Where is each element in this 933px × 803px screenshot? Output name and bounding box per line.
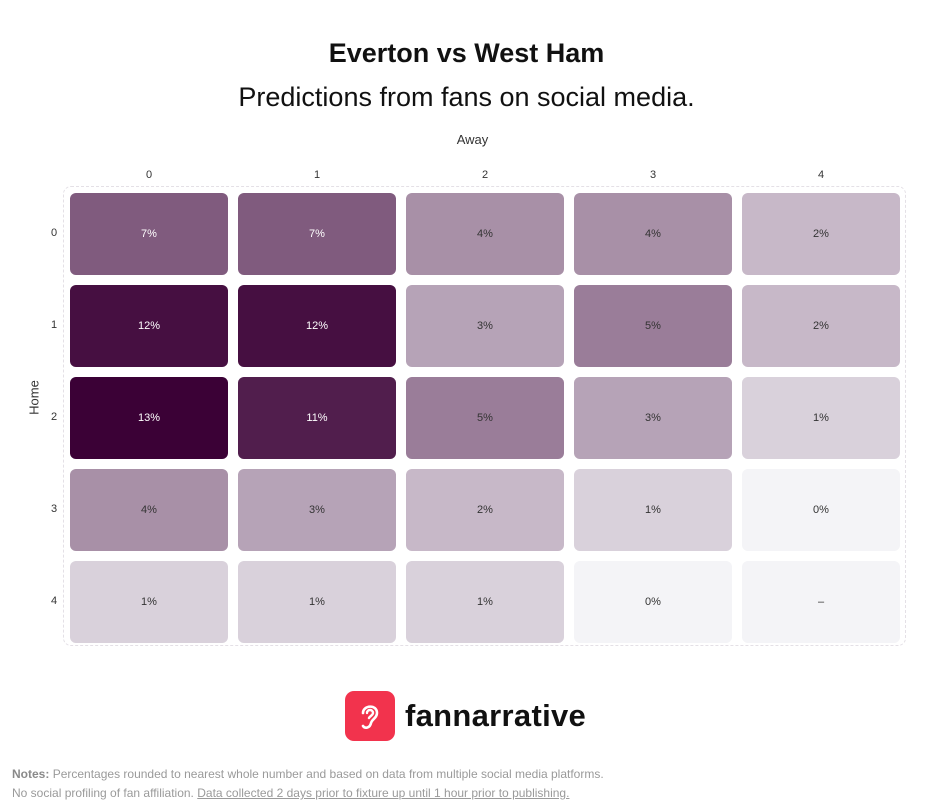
heatmap-cell: 4%	[406, 193, 564, 275]
heatmap-cell: 1%	[742, 377, 900, 459]
heatmap-cell: 2%	[742, 193, 900, 275]
cell-value-label: 1%	[309, 596, 325, 608]
notes-line2: No social profiling of fan affiliation.	[12, 786, 194, 800]
cell-value-label: 13%	[137, 412, 161, 424]
cell-value-label: 3%	[309, 504, 325, 516]
cell-value-label: 2%	[813, 228, 829, 240]
chart-title: Everton vs West Ham	[328, 38, 605, 68]
cell-value-label: 3%	[477, 320, 493, 332]
brand-logo: fannarrative	[345, 690, 586, 742]
heatmap-cell: 3%	[406, 285, 564, 367]
heatmap-cell: 7%	[70, 193, 228, 275]
chart-subtitle: Predictions from fans on social media.	[238, 82, 695, 112]
heatmap-cell: 0%	[574, 561, 732, 643]
y-tick-label: 3	[50, 503, 58, 515]
cell-value-label: 2%	[477, 504, 493, 516]
cell-value-label: 4%	[141, 504, 157, 516]
cell-value-label: 0%	[813, 504, 829, 516]
heatmap-frame	[63, 186, 906, 646]
heatmap-cell: 3%	[574, 377, 732, 459]
heatmap-cell: 12%	[70, 285, 228, 367]
notes-line1: Percentages rounded to nearest whole num…	[52, 767, 604, 781]
brand-name: fannarrative	[405, 698, 587, 733]
cell-value-label: 2%	[813, 320, 829, 332]
heatmap-cell: 13%	[70, 377, 228, 459]
cell-value-label: 4%	[477, 228, 493, 240]
notes: Notes: Percentages rounded to nearest wh…	[12, 765, 604, 803]
y-tick-label: 1	[50, 319, 58, 331]
cell-value-label: 1%	[645, 504, 661, 516]
x-tick-label: 0	[145, 169, 153, 181]
cell-value-label: –	[817, 596, 825, 608]
cell-value-label: 1%	[141, 596, 157, 608]
heatmap-cell: 2%	[742, 285, 900, 367]
heatmap-cell: 5%	[406, 377, 564, 459]
cell-value-label: 12%	[305, 320, 329, 332]
heatmap-cell: 2%	[406, 469, 564, 551]
cell-value-label: 7%	[309, 228, 325, 240]
heatmap-cell: 1%	[70, 561, 228, 643]
notes-data-collection: Data collected 2 days prior to fixture u…	[197, 786, 570, 800]
cell-value-label: 5%	[645, 320, 661, 332]
x-tick-label: 4	[817, 169, 825, 181]
cell-value-label: 0%	[645, 596, 661, 608]
ear-icon	[345, 691, 395, 741]
heatmap-cell: –	[742, 561, 900, 643]
cell-value-label: 12%	[137, 320, 161, 332]
y-tick-label: 2	[50, 411, 58, 423]
notes-label: Notes:	[12, 767, 50, 781]
heatmap-cell: 4%	[70, 469, 228, 551]
heatmap-cell: 0%	[742, 469, 900, 551]
heatmap-cell: 1%	[574, 469, 732, 551]
heatmap-cell: 5%	[574, 285, 732, 367]
y-tick-label: 0	[50, 227, 58, 239]
cell-value-label: 3%	[645, 412, 661, 424]
cell-value-label: 1%	[813, 412, 829, 424]
cell-value-label: 4%	[645, 228, 661, 240]
heatmap-cell: 7%	[238, 193, 396, 275]
x-tick-label: 1	[313, 169, 321, 181]
heatmap-cell: 12%	[238, 285, 396, 367]
y-axis-title: Home	[26, 380, 42, 415]
cell-value-label: 1%	[477, 596, 493, 608]
cell-value-label: 7%	[141, 228, 157, 240]
heatmap-cell: 1%	[406, 561, 564, 643]
cell-value-label: 11%	[306, 412, 328, 424]
x-axis-title: Away	[456, 132, 489, 147]
x-tick-label: 3	[649, 169, 657, 181]
cell-value-label: 5%	[477, 412, 493, 424]
x-tick-label: 2	[481, 169, 489, 181]
heatmap-cell: 1%	[238, 561, 396, 643]
heatmap-cell: 3%	[238, 469, 396, 551]
heatmap-cell: 11%	[238, 377, 396, 459]
y-tick-label: 4	[50, 595, 58, 607]
heatmap-cell: 4%	[574, 193, 732, 275]
